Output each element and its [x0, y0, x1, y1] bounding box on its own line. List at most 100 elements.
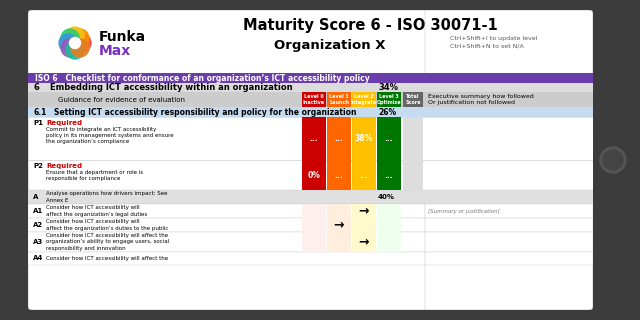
Circle shape	[61, 29, 79, 47]
Bar	[327, 204, 351, 218]
Bar	[377, 232, 401, 252]
Text: Embedding ICT accessibility within an organization: Embedding ICT accessibility within an or…	[50, 83, 292, 92]
Text: Consider how ICT accessibility will affect the: Consider how ICT accessibility will affe…	[46, 256, 168, 261]
Bar	[425, 190, 593, 204]
Text: 40%: 40%	[378, 194, 395, 200]
Text: Executive summary how followed
Or justification not followed: Executive summary how followed Or justif…	[428, 94, 534, 105]
Circle shape	[600, 147, 626, 173]
Text: A1: A1	[33, 208, 44, 214]
Bar	[377, 218, 401, 232]
Bar	[302, 204, 326, 218]
Circle shape	[70, 37, 81, 49]
Text: Consider how ICT accessibility will
affect the organization’s legal duties: Consider how ICT accessibility will affe…	[46, 205, 147, 217]
Bar	[352, 218, 376, 232]
Text: ISO 6   Checklist for conformance of an organization’s ICT accessibility policy: ISO 6 Checklist for conformance of an or…	[35, 74, 370, 83]
Bar	[403, 160, 423, 190]
Text: Organization X: Organization X	[275, 38, 386, 52]
Text: 6.1: 6.1	[33, 108, 46, 116]
Bar	[28, 190, 593, 204]
Text: ...: ...	[385, 134, 394, 143]
Bar	[352, 117, 376, 160]
Text: Setting ICT accessibility responsibility and policy for the organization: Setting ICT accessibility responsibility…	[54, 108, 356, 116]
Bar	[327, 232, 351, 252]
Bar	[302, 92, 326, 107]
Text: A2: A2	[33, 222, 43, 228]
Text: Level 1
Launch: Level 1 Launch	[329, 94, 349, 105]
Bar	[28, 160, 593, 190]
Bar	[0, 310, 640, 320]
Text: A: A	[33, 194, 38, 200]
Bar	[425, 252, 593, 265]
Text: Required: Required	[46, 120, 82, 126]
Text: A4: A4	[33, 255, 44, 261]
Text: P1: P1	[33, 120, 43, 126]
Text: A3: A3	[33, 239, 44, 245]
Text: →: →	[359, 204, 369, 218]
Circle shape	[61, 39, 79, 57]
Bar	[302, 232, 326, 252]
Text: Level 2
Integrate: Level 2 Integrate	[351, 94, 377, 105]
Bar	[352, 232, 376, 252]
Bar	[327, 117, 351, 160]
Bar	[28, 117, 593, 160]
Bar	[352, 160, 376, 190]
Text: 0%: 0%	[308, 171, 321, 180]
Text: ...: ...	[310, 134, 318, 143]
Bar	[302, 218, 326, 232]
Text: ...: ...	[335, 171, 343, 180]
Text: Level 3
Optimize: Level 3 Optimize	[377, 94, 401, 105]
Bar	[377, 160, 401, 190]
Circle shape	[66, 27, 84, 45]
Text: Total
Score: Total Score	[405, 94, 420, 105]
Bar	[403, 117, 423, 160]
Bar	[327, 160, 351, 190]
Bar	[302, 117, 326, 160]
Bar	[28, 204, 425, 218]
Bar	[28, 92, 593, 107]
Bar	[352, 92, 376, 107]
Text: Ensure that a department or role is
responsible for compliance: Ensure that a department or role is resp…	[46, 170, 143, 181]
Bar	[403, 92, 423, 107]
Circle shape	[600, 147, 626, 173]
Text: 26%: 26%	[378, 108, 396, 116]
Bar	[302, 160, 326, 190]
Text: 6: 6	[33, 83, 39, 92]
Text: ...: ...	[335, 134, 343, 143]
Text: [Summary or justification]: [Summary or justification]	[428, 209, 500, 213]
Text: Ctrl+Shift+I to update level
Ctrl+Shift+N to set N/A: Ctrl+Shift+I to update level Ctrl+Shift+…	[450, 36, 538, 48]
Circle shape	[71, 29, 89, 47]
Text: Max: Max	[99, 44, 131, 58]
Bar	[425, 204, 593, 218]
Bar	[377, 204, 401, 218]
Text: ...: ...	[385, 171, 394, 180]
Bar	[28, 218, 425, 232]
FancyBboxPatch shape	[4, 4, 636, 316]
Text: ...: ...	[360, 171, 368, 180]
Bar	[425, 232, 593, 252]
Bar	[425, 218, 593, 232]
Circle shape	[59, 34, 77, 52]
Bar	[0, 0, 28, 320]
Text: Commit to integrate an ICT accessibility
policy in its management systems and en: Commit to integrate an ICT accessibility…	[46, 127, 173, 144]
Circle shape	[603, 150, 623, 170]
Bar	[0, 0, 640, 10]
Bar	[593, 0, 640, 320]
Bar	[327, 92, 351, 107]
Text: P2: P2	[33, 163, 43, 169]
Circle shape	[603, 150, 623, 170]
Text: Maturity Score 6 - ISO 30071-1: Maturity Score 6 - ISO 30071-1	[243, 18, 497, 33]
Circle shape	[71, 39, 89, 57]
Bar	[28, 107, 593, 117]
Text: 38%: 38%	[355, 134, 373, 143]
FancyBboxPatch shape	[28, 10, 593, 310]
Bar	[377, 117, 401, 160]
Text: Level 0
Inactive: Level 0 Inactive	[303, 94, 325, 105]
Text: Consider how ICT accessibility will
affect the organization’s duties to the publ: Consider how ICT accessibility will affe…	[46, 220, 168, 231]
Text: Guidance for evidence of evaluation: Guidance for evidence of evaluation	[58, 97, 185, 102]
Bar	[28, 252, 425, 265]
Bar	[377, 92, 401, 107]
Circle shape	[73, 34, 91, 52]
Text: Consider how ICT accessibility will affect the
organization’s ability to engage : Consider how ICT accessibility will affe…	[46, 233, 169, 251]
Bar	[327, 218, 351, 232]
Text: Required: Required	[46, 163, 82, 169]
